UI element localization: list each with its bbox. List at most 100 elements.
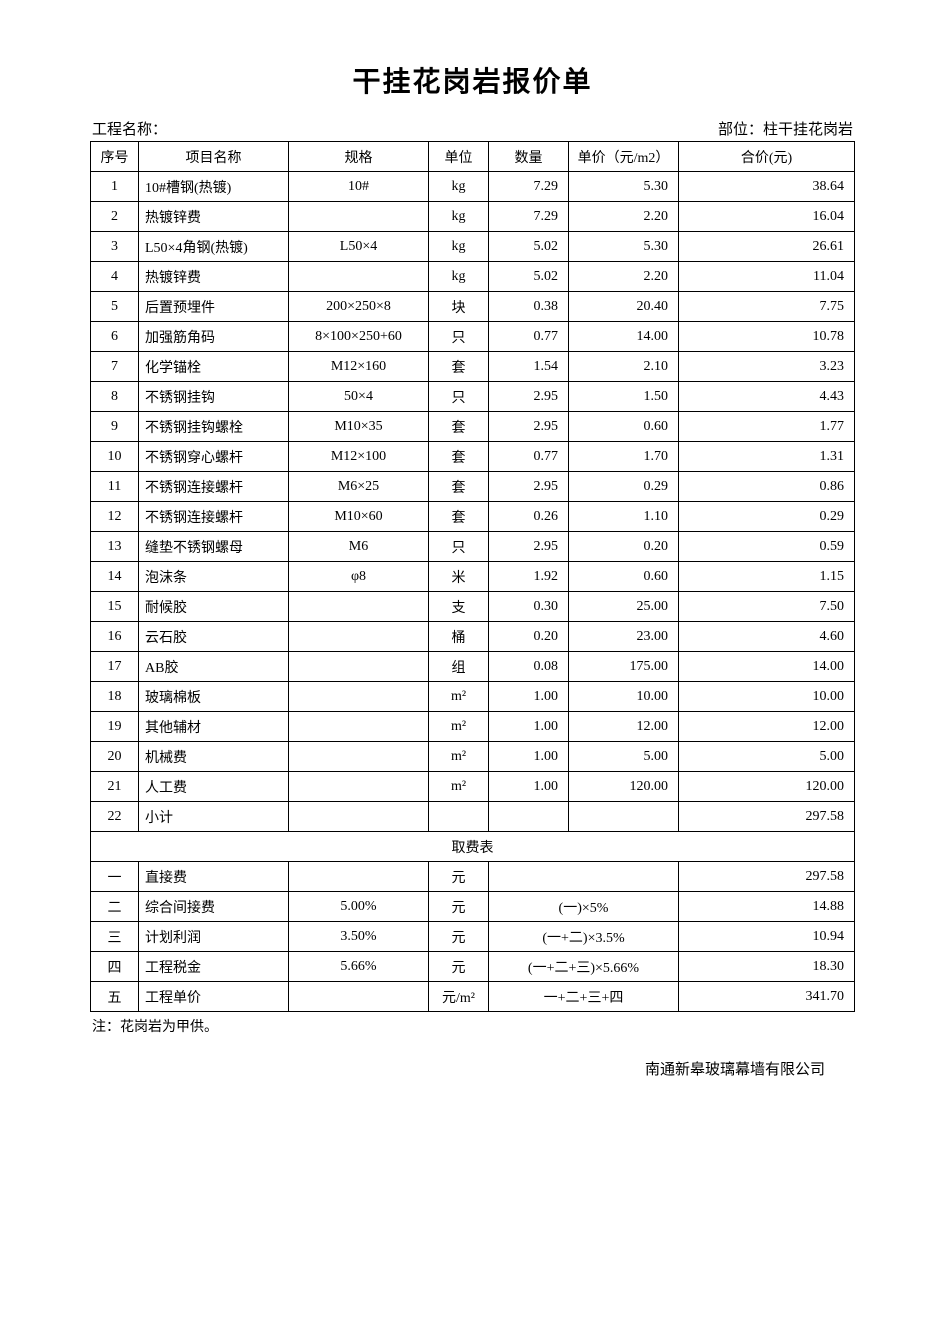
table-cell: m² xyxy=(429,712,489,742)
table-cell: 11.04 xyxy=(679,262,855,292)
table-cell: 1.00 xyxy=(489,772,569,802)
fee-row: 五工程单价元/m²一+二+三+四341.70 xyxy=(91,982,855,1012)
table-cell: 4.43 xyxy=(679,382,855,412)
col-total: 合价(元) xyxy=(679,142,855,172)
table-cell: AB胶 xyxy=(139,652,289,682)
table-cell: 只 xyxy=(429,532,489,562)
quotation-page: 干挂花岗岩报价单 工程名称： 部位：柱干挂花岗岩 序号 项目名称 规格 单位 数… xyxy=(0,0,945,1119)
table-cell: M6 xyxy=(289,532,429,562)
fee-spec: 5.00% xyxy=(289,892,429,922)
table-cell: 1.31 xyxy=(679,442,855,472)
table-cell: 20.40 xyxy=(569,292,679,322)
table-cell: 4 xyxy=(91,262,139,292)
table-cell: 套 xyxy=(429,472,489,502)
table-cell: 0.60 xyxy=(569,562,679,592)
page-title: 干挂花岗岩报价单 xyxy=(90,60,855,100)
table-cell xyxy=(289,592,429,622)
table-cell: 25.00 xyxy=(569,592,679,622)
table-cell: 3 xyxy=(91,232,139,262)
table-row: 17AB胶组0.08175.0014.00 xyxy=(91,652,855,682)
table-cell: 1.92 xyxy=(489,562,569,592)
table-cell: 13 xyxy=(91,532,139,562)
table-cell: 缝垫不锈钢螺母 xyxy=(139,532,289,562)
table-row: 10不锈钢穿心螺杆M12×100套0.771.701.31 xyxy=(91,442,855,472)
fee-spec: 3.50% xyxy=(289,922,429,952)
table-cell: 不锈钢挂钩螺栓 xyxy=(139,412,289,442)
table-cell: 0.60 xyxy=(569,412,679,442)
table-cell: kg xyxy=(429,172,489,202)
fee-row: 四工程税金5.66%元(一+二+三)×5.66%18.30 xyxy=(91,952,855,982)
table-cell: M6×25 xyxy=(289,472,429,502)
table-cell: 16 xyxy=(91,622,139,652)
fee-seq: 五 xyxy=(91,982,139,1012)
table-cell: 套 xyxy=(429,502,489,532)
table-cell: 200×250×8 xyxy=(289,292,429,322)
table-cell: 2 xyxy=(91,202,139,232)
table-cell: 5.00 xyxy=(679,742,855,772)
table-cell: 不锈钢穿心螺杆 xyxy=(139,442,289,472)
table-cell: 14 xyxy=(91,562,139,592)
fee-section-title: 取费表 xyxy=(91,832,855,862)
meta-row: 工程名称： 部位：柱干挂花岗岩 xyxy=(90,118,855,139)
table-cell: 26.61 xyxy=(679,232,855,262)
table-cell: 2.10 xyxy=(569,352,679,382)
table-row: 6加强筋角码8×100×250+60只0.7714.0010.78 xyxy=(91,322,855,352)
fee-spec xyxy=(289,982,429,1012)
table-cell: 0.38 xyxy=(489,292,569,322)
fee-name: 综合间接费 xyxy=(139,892,289,922)
table-cell: 组 xyxy=(429,652,489,682)
fee-total: 10.94 xyxy=(679,922,855,952)
table-cell: 19 xyxy=(91,712,139,742)
table-cell: 0.77 xyxy=(489,322,569,352)
table-cell: 只 xyxy=(429,322,489,352)
fee-name: 工程单价 xyxy=(139,982,289,1012)
fee-seq: 四 xyxy=(91,952,139,982)
table-cell: 机械费 xyxy=(139,742,289,772)
table-cell: 0.29 xyxy=(679,502,855,532)
table-row: 21人工费m²1.00120.00120.00 xyxy=(91,772,855,802)
fee-spec xyxy=(289,862,429,892)
table-cell: 7.29 xyxy=(489,202,569,232)
table-cell: 0.26 xyxy=(489,502,569,532)
fee-unit: 元 xyxy=(429,952,489,982)
table-cell: 耐候胶 xyxy=(139,592,289,622)
table-cell: 3.23 xyxy=(679,352,855,382)
fee-unit: 元 xyxy=(429,862,489,892)
table-cell: 1.54 xyxy=(489,352,569,382)
fee-seq: 三 xyxy=(91,922,139,952)
table-cell: 1.00 xyxy=(489,682,569,712)
table-cell: M12×100 xyxy=(289,442,429,472)
fee-name: 工程税金 xyxy=(139,952,289,982)
table-cell: L50×4角钢(热镀) xyxy=(139,232,289,262)
table-row: 11不锈钢连接螺杆M6×25套2.950.290.86 xyxy=(91,472,855,502)
table-cell: 16.04 xyxy=(679,202,855,232)
fee-formula xyxy=(489,862,679,892)
table-cell: 9 xyxy=(91,412,139,442)
table-cell: 不锈钢连接螺杆 xyxy=(139,502,289,532)
fee-total: 14.88 xyxy=(679,892,855,922)
fee-seq: 一 xyxy=(91,862,139,892)
table-cell: 桶 xyxy=(429,622,489,652)
table-cell: 加强筋角码 xyxy=(139,322,289,352)
fee-total: 18.30 xyxy=(679,952,855,982)
location-label: 部位：柱干挂花岗岩 xyxy=(718,118,853,139)
table-cell: 15 xyxy=(91,592,139,622)
table-cell: 0.86 xyxy=(679,472,855,502)
table-cell: 7.50 xyxy=(679,592,855,622)
table-cell: 1.70 xyxy=(569,442,679,472)
table-cell xyxy=(289,622,429,652)
table-cell: 297.58 xyxy=(679,802,855,832)
table-cell: 5.00 xyxy=(569,742,679,772)
table-cell: 2.20 xyxy=(569,202,679,232)
table-row: 110#槽钢(热镀)10#kg7.295.3038.64 xyxy=(91,172,855,202)
table-cell: 云石胶 xyxy=(139,622,289,652)
table-cell: 2.95 xyxy=(489,412,569,442)
table-cell: 22 xyxy=(91,802,139,832)
col-name: 项目名称 xyxy=(139,142,289,172)
table-cell: 0.30 xyxy=(489,592,569,622)
col-price: 单价（元/m2） xyxy=(569,142,679,172)
table-cell: 1 xyxy=(91,172,139,202)
table-cell xyxy=(429,802,489,832)
table-row: 5后置预埋件200×250×8块0.3820.407.75 xyxy=(91,292,855,322)
table-cell: 2.95 xyxy=(489,472,569,502)
